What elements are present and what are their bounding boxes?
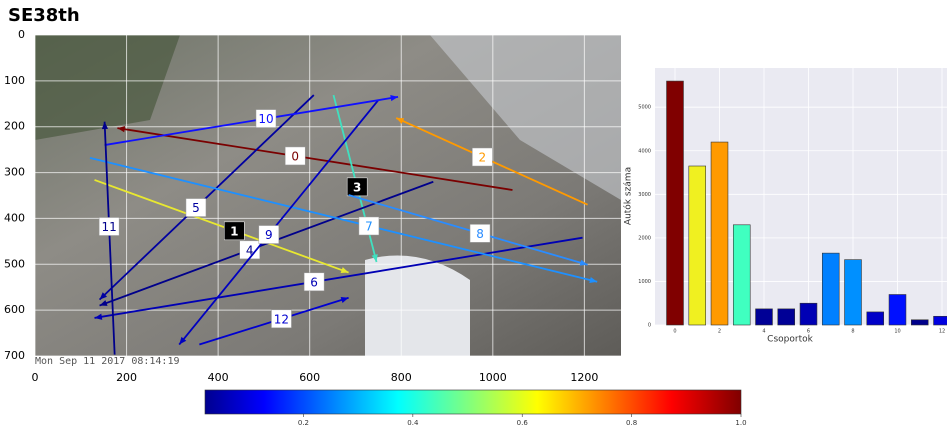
x-tick-label: 400 [208, 371, 229, 384]
x-tick-label: 1200 [570, 371, 598, 384]
bar [822, 253, 839, 325]
bar [667, 81, 684, 325]
bar [800, 303, 817, 325]
bar [867, 312, 884, 325]
bar [711, 142, 728, 325]
cluster-label: 2 [479, 151, 487, 165]
x-tick-label: 0 [673, 329, 676, 335]
x-tick-label: 200 [116, 371, 137, 384]
colorbar-tick-label: 1.0 [735, 419, 746, 427]
x-tick-label: 12 [939, 329, 945, 335]
y-tick-label: 200 [4, 120, 25, 133]
bar [889, 295, 906, 325]
y-tick-label: 500 [4, 257, 25, 270]
bar [845, 260, 862, 325]
x-tick-label: 2 [718, 329, 721, 335]
cluster-label: 9 [265, 228, 273, 242]
x-tick-label: 1000 [479, 371, 507, 384]
bar [778, 309, 795, 325]
bar [756, 309, 773, 325]
cluster-label: 5 [192, 201, 200, 215]
cluster-label: 1 [230, 224, 238, 238]
y-tick-label: 4000 [638, 148, 651, 154]
y-tick-label: 2000 [638, 235, 651, 241]
colorbar-tick-label: 0.6 [517, 419, 529, 427]
bar [911, 320, 928, 325]
y-axis-label: Autók száma [623, 167, 634, 225]
y-tick-label: 0 [18, 28, 25, 41]
colorbar [205, 390, 741, 414]
cluster-label: 10 [258, 112, 273, 126]
cluster-label: 0 [291, 149, 299, 163]
cluster-label: 6 [310, 275, 318, 289]
y-tick-label: 3000 [638, 192, 651, 198]
y-tick-label: 5000 [638, 105, 651, 111]
x-tick-label: 800 [391, 371, 412, 384]
cluster-label: 8 [476, 227, 484, 241]
colorbar-tick-label: 0.4 [407, 419, 419, 427]
x-tick-label: 4 [762, 329, 765, 335]
timestamp: Mon Sep 11 2017 08:14:19 [35, 356, 180, 367]
bar [689, 166, 706, 325]
x-axis-label: Csoportok [767, 335, 813, 345]
y-tick-label: 600 [4, 303, 25, 316]
x-tick-label: 0 [32, 371, 39, 384]
y-tick-label: 400 [4, 211, 25, 224]
figure-title: SE38th [8, 5, 80, 26]
y-tick-label: 100 [4, 74, 25, 87]
cluster-label: 12 [274, 312, 289, 326]
x-tick-label: 8 [851, 329, 854, 335]
y-tick-label: 300 [4, 166, 25, 179]
y-tick-label: 1000 [638, 279, 651, 285]
bar [934, 316, 947, 325]
x-tick-label: 10 [894, 329, 900, 335]
cluster-label: 3 [353, 180, 361, 194]
y-tick-label: 0 [648, 323, 651, 329]
figure: SE38th 020040060080010001200010020030040… [0, 0, 947, 428]
colorbar-tick-label: 0.8 [626, 419, 637, 427]
x-tick-label: 600 [299, 371, 320, 384]
cluster-label: 7 [365, 219, 373, 233]
bar [733, 225, 750, 325]
cluster-label: 11 [101, 220, 116, 234]
y-tick-label: 700 [4, 349, 25, 362]
colorbar-tick-label: 0.2 [298, 419, 309, 427]
